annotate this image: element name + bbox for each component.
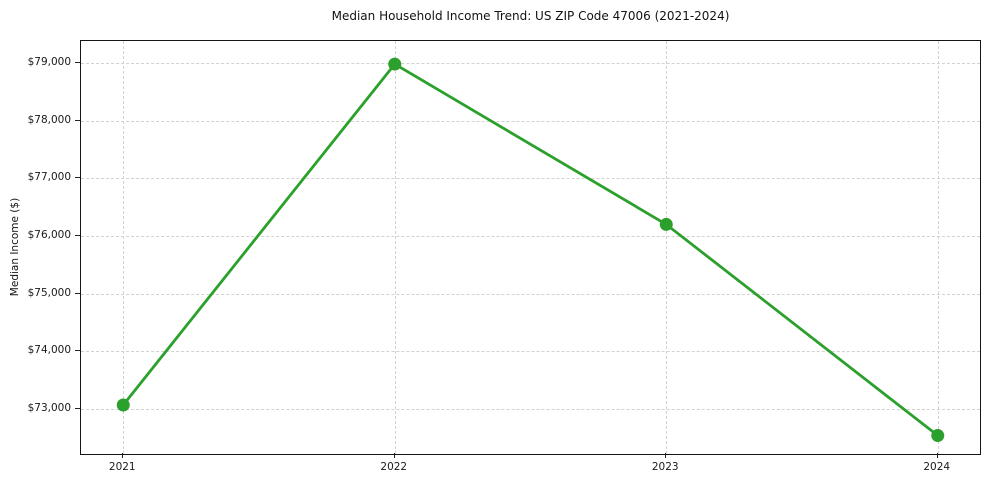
gridline-vertical [394, 41, 396, 454]
y-axis-label: Median Income ($) [9, 197, 21, 297]
x-tick-label: 2024 [923, 461, 951, 473]
gridline-horizontal [81, 235, 980, 237]
y-tick-label: $75,000 [27, 286, 71, 299]
y-tick-label: $73,000 [27, 402, 71, 414]
gridline-horizontal [81, 409, 980, 410]
gridline-vertical [666, 41, 668, 454]
trend-line [121, 62, 940, 437]
gridline-horizontal [81, 62, 980, 64]
y-tick-label: $76,000 [27, 228, 71, 241]
gridline-horizontal [81, 178, 980, 180]
y-tick-label: $74,000 [27, 344, 71, 357]
x-tick-label: 2021 [108, 461, 136, 473]
chart-title: Median Household Income Trend: US ZIP Co… [331, 9, 730, 23]
data-point-marker-2023 [659, 217, 673, 231]
data-point-marker-2021 [116, 398, 130, 412]
gridline-horizontal [81, 351, 980, 353]
y-tick-mark [75, 350, 80, 352]
y-tick-mark [75, 408, 80, 409]
x-tick-mark [393, 453, 395, 458]
gridline-vertical [123, 41, 125, 454]
y-tick-mark [75, 234, 80, 236]
y-tick-mark [75, 119, 80, 121]
y-tick-mark [75, 61, 80, 63]
data-point-marker-2022 [388, 57, 402, 71]
gridline-horizontal [81, 120, 980, 122]
y-tick-mark [75, 177, 80, 179]
y-tick-mark [75, 292, 80, 294]
x-tick-mark [665, 453, 667, 458]
gridline-horizontal [81, 293, 980, 295]
y-tick-label: $78,000 [27, 113, 71, 126]
x-tick-label: 2022 [380, 461, 408, 473]
y-tick-label: $79,000 [27, 55, 71, 68]
gridline-vertical [937, 41, 939, 454]
plot-area [80, 40, 981, 455]
trend-line-svg [116, 57, 945, 443]
data-point-marker-2024 [931, 429, 945, 443]
x-tick-mark [122, 453, 124, 458]
y-tick-label: $77,000 [27, 171, 71, 184]
x-tick-label: 2023 [651, 461, 679, 473]
x-tick-mark [936, 453, 938, 458]
